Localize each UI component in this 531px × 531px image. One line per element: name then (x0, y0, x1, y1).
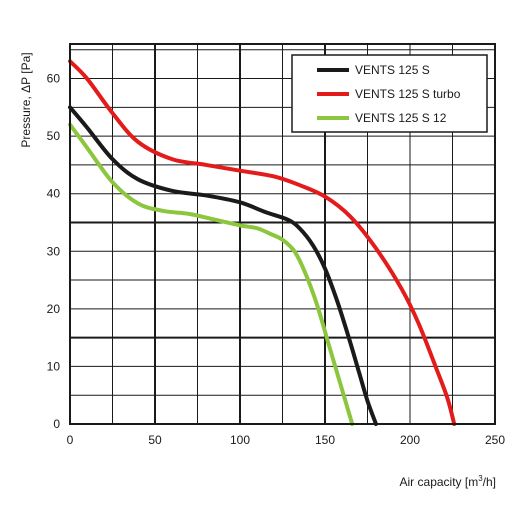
x-axis-title: Air capacity [m3/h] (400, 474, 496, 489)
series-line-vents-125-s-12 (68, 122, 355, 426)
y-tick-label: 60 (47, 72, 61, 86)
y-tick-label: 40 (47, 187, 61, 201)
x-axis-title-main: Air capacity [m (400, 475, 479, 489)
series-layer (68, 59, 457, 426)
y-tick-label: 50 (47, 129, 61, 143)
x-axis-title-end: /h] (483, 475, 496, 489)
x-tick-label: 150 (315, 433, 335, 447)
x-tick-label: 50 (148, 433, 162, 447)
legend-label-vents-125-s-12: VENTS 125 S 12 (355, 111, 447, 125)
y-tick-label: 30 (47, 244, 61, 258)
y-tick-label: 0 (53, 417, 60, 431)
y-tick-label: 20 (47, 302, 61, 316)
x-tick-label: 250 (485, 433, 505, 447)
x-axis-title-sup: 3 (478, 474, 483, 483)
y-tick-label: 10 (47, 359, 61, 373)
y-axis-title: Pressure, ΔP [Pa] (19, 52, 33, 147)
series-line-vents-125-s-turbo (68, 59, 457, 426)
x-tick-label: 0 (67, 433, 74, 447)
legend: VENTS 125 S VENTS 125 S turbo VENTS 125 … (291, 54, 488, 133)
ticks-layer: 0 50 100 150 200 250 0 10 20 30 40 50 60 (47, 72, 506, 447)
x-tick-label: 200 (400, 433, 420, 447)
plot-frame (69, 43, 496, 425)
legend-label-vents-125-s-turbo: VENTS 125 S turbo (355, 87, 461, 101)
series-line-vents-125-s (68, 105, 378, 426)
legend-label-vents-125-s: VENTS 125 S (355, 63, 430, 77)
x-tick-label: 100 (230, 433, 250, 447)
